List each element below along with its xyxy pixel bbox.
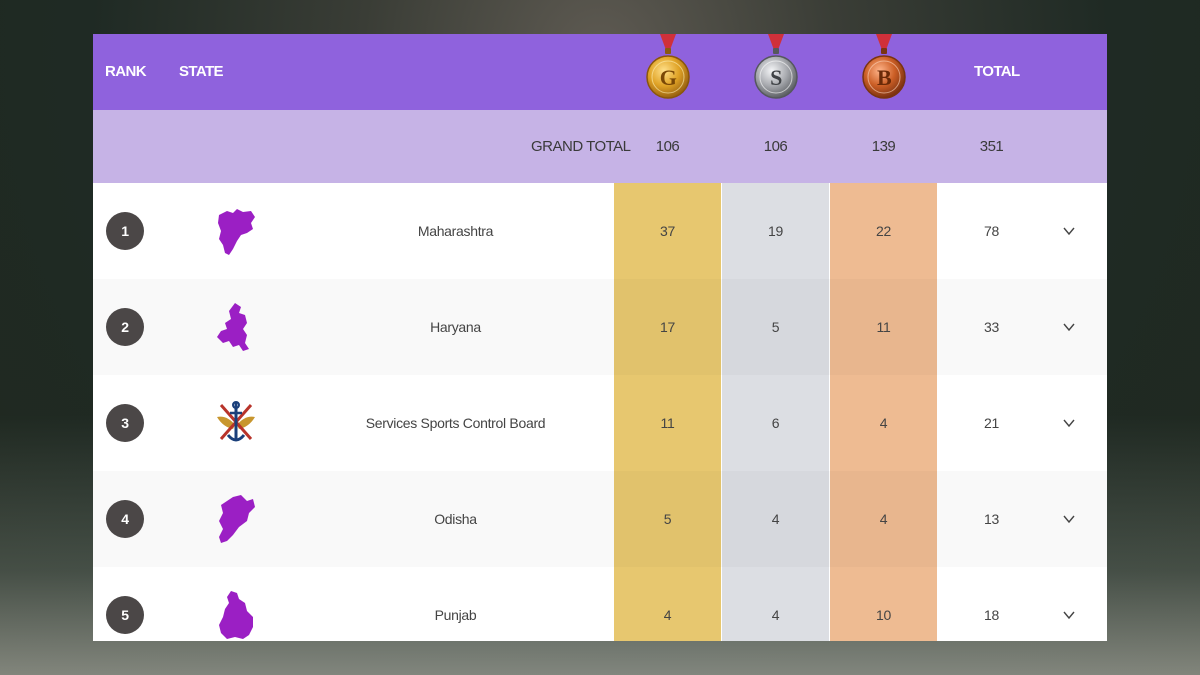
- silver-count: 4: [771, 511, 780, 527]
- table-row[interactable]: 1 Maharashtra 37 19 22 78: [93, 183, 1107, 279]
- chevron-down-icon[interactable]: [1059, 607, 1079, 623]
- rank-badge: 5: [106, 596, 144, 634]
- gold-count: 4: [663, 607, 672, 623]
- medal-table: RANK STATE G S: [93, 34, 1107, 641]
- rank-badge: 2: [106, 308, 144, 346]
- bronze-count: 22: [876, 223, 891, 239]
- silver-column-band: [722, 183, 829, 641]
- odisha-map-icon: [219, 495, 255, 543]
- total-count: 18: [984, 607, 999, 623]
- bronze-count: 4: [879, 511, 888, 527]
- bronze-medal-icon: B: [862, 34, 906, 99]
- silver-count: 6: [771, 415, 780, 431]
- grand-total-bronze: 139: [871, 138, 896, 155]
- total-header: TOTAL: [974, 63, 1020, 80]
- grand-total-row: GRAND TOTAL 106 106 139 351: [93, 110, 1107, 183]
- total-count: 33: [984, 319, 999, 335]
- bronze-count: 11: [876, 319, 891, 335]
- rank-badge: 1: [106, 212, 144, 250]
- state-name: Odisha: [434, 511, 477, 527]
- silver-count: 4: [771, 607, 780, 623]
- table-row[interactable]: 4 Odisha 5 4 4 13: [93, 471, 1107, 567]
- rank-badge: 4: [106, 500, 144, 538]
- gold-count: 11: [660, 415, 675, 431]
- table-row[interactable]: 3 Services Sports Control Board 11 6 4 2…: [93, 375, 1107, 471]
- punjab-map-icon: [219, 591, 253, 639]
- state-name: Services Sports Control Board: [365, 415, 546, 431]
- haryana-map-icon: [217, 303, 249, 351]
- total-count: 21: [984, 415, 999, 431]
- gold-column-band: [614, 183, 721, 641]
- grand-total-silver: 106: [763, 138, 788, 155]
- svg-text:B: B: [877, 65, 892, 90]
- grand-total-label: GRAND TOTAL: [531, 138, 631, 155]
- maharashtra-map-icon: [218, 209, 255, 255]
- table-row[interactable]: 5 Punjab 4 4 10 18: [93, 567, 1107, 641]
- gold-count: 17: [660, 319, 675, 335]
- table-header: RANK STATE G S: [93, 34, 1107, 110]
- chevron-down-icon[interactable]: [1059, 415, 1079, 431]
- gold-count: 37: [660, 223, 675, 239]
- bronze-count: 4: [879, 415, 888, 431]
- rank-badge: 3: [106, 404, 144, 442]
- total-count: 78: [984, 223, 999, 239]
- state-name: Punjab: [434, 607, 477, 623]
- total-count: 13: [984, 511, 999, 527]
- silver-medal-icon: S: [754, 34, 798, 99]
- bronze-count: 10: [876, 607, 891, 623]
- svg-text:G: G: [660, 65, 677, 90]
- grand-total-total: 351: [979, 138, 1004, 155]
- chevron-down-icon[interactable]: [1059, 319, 1079, 335]
- rank-header: RANK: [105, 63, 147, 80]
- state-name: Haryana: [430, 319, 481, 335]
- silver-count: 5: [771, 319, 780, 335]
- svg-text:S: S: [770, 65, 782, 90]
- gold-count: 5: [663, 511, 672, 527]
- table-row[interactable]: 2 Haryana 17 5 11 33: [93, 279, 1107, 375]
- gold-medal-icon: G: [646, 34, 690, 99]
- chevron-down-icon[interactable]: [1059, 511, 1079, 527]
- state-header: STATE: [179, 63, 224, 80]
- state-name: Maharashtra: [417, 223, 494, 239]
- chevron-down-icon[interactable]: [1059, 223, 1079, 239]
- grand-total-gold: 106: [655, 138, 680, 155]
- bronze-column-band: [830, 183, 937, 641]
- silver-count: 19: [768, 223, 783, 239]
- services-emblem-icon: [217, 401, 255, 442]
